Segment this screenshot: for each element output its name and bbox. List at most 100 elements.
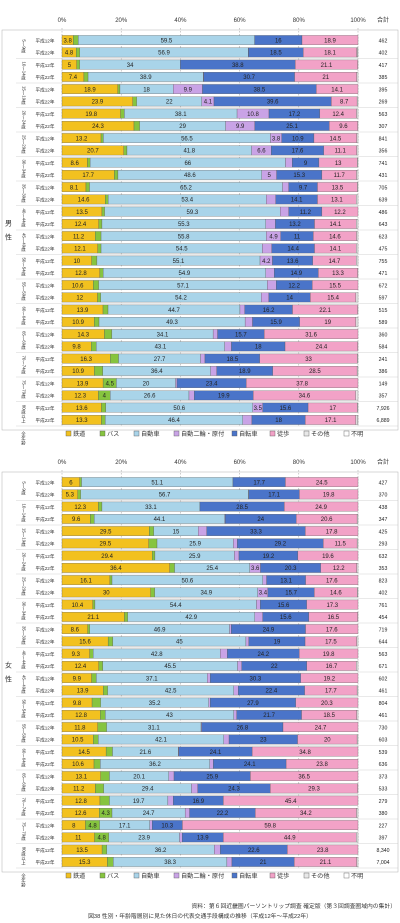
age-group-label: 55〜59歳 (21, 282, 27, 301)
data-label: 34.2 (300, 811, 312, 817)
bar-segment (316, 84, 359, 94)
bar-segment (90, 514, 95, 524)
row-year-label: 平成12年 (36, 602, 55, 609)
row-year-label: 平成22年 (36, 786, 55, 793)
row-year-label: 平成12年 (36, 37, 55, 44)
bar-segment (123, 145, 128, 156)
data-label: 34.8 (299, 750, 311, 756)
bar-segment (265, 268, 275, 278)
bar-segment (355, 317, 359, 327)
row-total: 427 (379, 480, 388, 486)
bar-segment (95, 231, 102, 241)
row-year-label: 平成22年 (36, 344, 55, 351)
bar-segment (284, 501, 359, 512)
bar-segment (97, 243, 102, 254)
bar-segment (79, 477, 82, 487)
row-total: 386 (379, 369, 388, 375)
data-label: 30 (103, 591, 110, 597)
bar-segment (132, 96, 137, 107)
bar-segment (229, 624, 232, 634)
data-label: 4.1 (204, 100, 213, 106)
age-group-label: 35〜39歳 (21, 626, 27, 645)
legend-label: 自動二輪・原付 (181, 872, 224, 880)
data-label: 13.2 (76, 136, 88, 142)
legend-swatch (99, 430, 106, 437)
bar-segment (261, 292, 270, 303)
row-total: 623 (379, 234, 388, 240)
bar-segment (207, 673, 211, 683)
row-total: 293 (379, 542, 388, 548)
data-label: 20 (324, 738, 331, 744)
data-label: 9.7 (299, 185, 308, 191)
data-label: 14.5 (78, 750, 90, 756)
bar-segment (299, 489, 359, 500)
bar-segment (148, 538, 158, 549)
bar-segment (266, 194, 276, 205)
data-label: 11.7 (334, 173, 346, 179)
data-label: 29 (179, 124, 186, 130)
data-label: 24.7 (143, 811, 155, 817)
data-label: 29.4 (101, 554, 113, 560)
data-label: 57.1 (177, 283, 189, 289)
data-label: 13.1 (280, 578, 292, 584)
data-label: 6.6 (257, 149, 266, 155)
data-label: 46.9 (154, 627, 166, 633)
row-total: 397 (379, 836, 388, 842)
age-group-label: 70〜74歳 (21, 797, 27, 816)
data-label: 22 (271, 664, 278, 670)
data-label: 29.3 (308, 787, 320, 793)
data-label: 31.6 (305, 332, 317, 338)
bar-segment (91, 255, 98, 266)
data-label: 34.1 (157, 332, 169, 338)
row-year-label: 平成12年 (36, 847, 55, 854)
bar-segment (265, 219, 276, 229)
data-label: 16.3 (80, 357, 92, 363)
data-label: 24.1 (244, 762, 256, 768)
data-label: 36.2 (149, 762, 161, 768)
row-year-label: 平成22年 (36, 123, 55, 130)
bar-segment (97, 722, 107, 732)
age-group-label: 10〜14歳 (21, 503, 27, 522)
legend-swatch (269, 430, 276, 437)
data-label: 59.3 (187, 210, 199, 216)
data-label: 54.2 (175, 296, 187, 302)
bar-segment (356, 710, 359, 720)
legend-swatch (65, 430, 72, 437)
data-label: 14 (286, 296, 293, 302)
legend-label: バス (107, 431, 119, 438)
data-label: 15.5 (329, 283, 341, 289)
data-label: 17.8 (326, 529, 338, 535)
data-label: 18 (255, 345, 262, 351)
data-label: 38.5 (254, 87, 266, 93)
data-label: 12 (76, 296, 83, 302)
data-label: 10.9 (72, 320, 84, 326)
bar-segment (356, 661, 359, 671)
data-label: 33.1 (145, 505, 157, 511)
age-group-label: 5〜9歳 (21, 39, 27, 53)
bar-segment (267, 280, 277, 290)
data-label: 13.1 (75, 774, 87, 780)
data-label: 45.5 (164, 664, 176, 670)
data-label: 24.4 (316, 345, 328, 351)
age-group-label: 55〜59歳 (21, 724, 27, 743)
age-group-label: 15〜19歳 (21, 86, 27, 105)
row-year-label: 平成22年 (36, 492, 55, 499)
row-total: 461 (379, 713, 388, 719)
data-label: 44.7 (168, 308, 180, 314)
bar-segment (120, 108, 125, 119)
data-label: 10.6 (72, 762, 84, 768)
data-label: 14.4 (287, 247, 299, 253)
row-year-label: 平成22年 (36, 663, 55, 670)
row-year-label: 平成12年 (36, 700, 55, 707)
data-label: 22 (166, 100, 173, 106)
data-label: 3.5 (254, 406, 263, 412)
row-year-label: 平成22年 (36, 614, 55, 621)
bar-segment (357, 47, 359, 58)
row-total: 7,926 (377, 406, 390, 412)
data-label: 9.6 (339, 124, 348, 130)
row-year-label: 平成12年 (36, 553, 55, 560)
age-group-label: 65〜69歳 (21, 773, 27, 792)
data-label: 12.8 (75, 271, 87, 277)
data-label: 11.2 (300, 210, 312, 216)
bar-segment (356, 231, 359, 241)
